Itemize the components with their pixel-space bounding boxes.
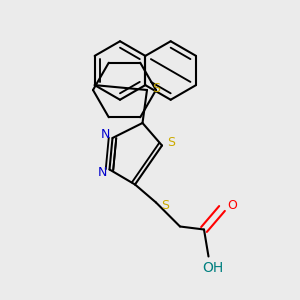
Text: S: S <box>167 136 175 149</box>
Text: S: S <box>152 82 160 95</box>
Text: OH: OH <box>202 262 224 275</box>
Text: S: S <box>161 199 169 212</box>
Text: N: N <box>100 128 110 142</box>
Text: N: N <box>97 166 107 179</box>
Text: O: O <box>228 199 237 212</box>
